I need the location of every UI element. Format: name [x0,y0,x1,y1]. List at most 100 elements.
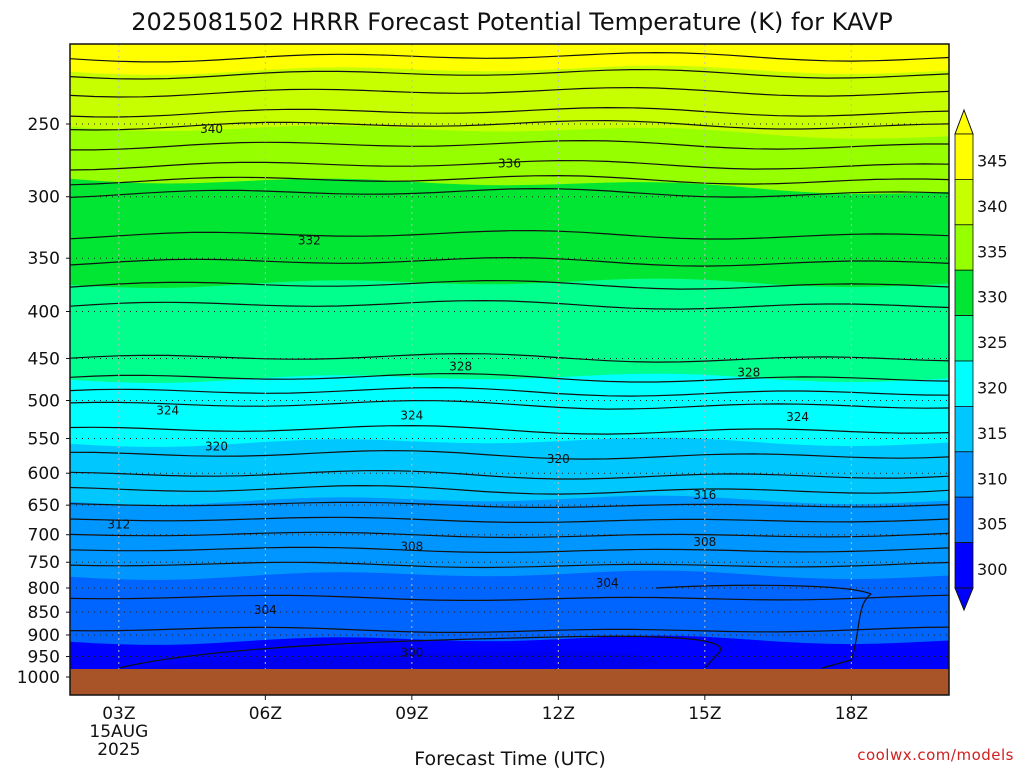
contour-label-336: 336 [498,156,521,170]
plot-area: 340 336 332 328 328 324 324 324 320 320 316 312 308 3… [69,43,950,696]
contour-label-304: 304 [596,576,619,590]
isentrope-line [70,352,949,363]
isentrope-line [70,256,949,267]
isentrope-line [70,119,949,131]
contour-label: 324 [786,410,809,424]
isentrope-line [70,501,949,508]
isentrope-line [70,531,949,539]
y-tick-label: 800 [28,579,60,599]
contour-label-308: 308 [693,535,716,549]
cold-pocket [138,651,658,669]
colorbar-swatch [954,224,974,271]
isentrope-line [70,484,949,495]
contour-label: 316 [693,488,716,502]
colorbar-top-arrow [954,108,974,135]
chart-title: 2025081502 HRRR Forecast Potential Tempe… [131,8,892,36]
contour-label: 308 [693,535,716,549]
y-tick-label: 500 [28,392,60,412]
contour-label: 312 [107,517,130,531]
isentrope-line [70,229,949,240]
contour-label-312: 312 [107,517,130,531]
colorbar-swatch [954,178,974,226]
x-axis-label: Forecast Time (UTC) [414,748,605,768]
contour-label: 324 [400,408,423,422]
colorbar-swatch [954,360,974,407]
y-tick-label: 1000 [17,668,60,688]
colorbar-swatch [954,451,974,498]
colorbar-label: 305 [977,515,1008,534]
colorbar-label: 345 [977,152,1008,171]
colorbar-label: 320 [977,379,1008,398]
y-tick-label: 300 [28,188,60,208]
isentrope-line [70,187,949,198]
contour-label-308: 308 [400,540,423,554]
colorbar-bottom-arrow [954,587,974,612]
isentrope-line [70,279,949,290]
contour-label-320: 320 [547,452,570,466]
colorbar-label: 310 [977,469,1008,488]
colorbar-label: 325 [977,333,1008,352]
contour-label-340: 340 [200,122,223,136]
contour-label-324: 324 [786,410,809,424]
contour-label: 300 [400,645,423,659]
y-tick-label: 750 [28,553,60,573]
contour-label-332: 332 [298,234,321,248]
isentrope-line [655,584,873,669]
colorbar-label: 340 [977,197,1008,216]
x-tick-label: 06Z [249,704,282,724]
plot-border [69,43,950,696]
colorbar-swatch [954,269,974,317]
y-tick-label: 650 [28,496,60,516]
y-tick-label: 400 [28,302,60,322]
x-tick-label: 09Z [395,704,428,724]
isentrope-line [70,159,949,171]
colorbar: 345 340 335 330 325 320 315 310 305 300 [954,108,1008,612]
colorbar-swatch [954,496,974,544]
contour-label: 328 [737,365,760,379]
contour-label: 336 [498,156,521,170]
isentrope-line [70,561,949,569]
isentrope-line [70,86,949,98]
y-tick-label: 850 [28,603,60,623]
isentrope-line [70,139,949,151]
isentrope-line [70,106,949,118]
x-tick-label: 15AUG [89,722,148,742]
colorbar-swatch [954,542,974,589]
contour-label: 304 [254,603,277,617]
isentrope-line [70,594,949,601]
x-tick-label: 18Z [835,704,868,724]
contour-label: 304 [596,576,619,590]
contour-label-300: 300 [400,645,423,659]
contour-label: 320 [547,452,570,466]
y-tick-label: 350 [28,249,60,269]
y-tick-label: 250 [28,115,60,135]
isentrope-line [70,299,949,310]
contour-label-324: 324 [400,408,423,422]
x-tick-label: 15Z [688,704,721,724]
y-tick-label: 450 [28,349,60,369]
contour-label-324: 324 [156,404,179,418]
x-tick-label: 03Z [102,704,135,724]
isentrope-line [70,449,949,460]
contour-label: 332 [298,234,321,248]
isentrope-line [70,51,949,63]
ground-terrain [70,669,949,695]
y-tick-label: 600 [28,464,60,484]
contour-label: 320 [205,439,228,453]
isentrope-line [70,174,949,186]
axis-ticks: 250 300 350 400 450 500 550 600 650 700 750 800 850 9… [17,115,868,760]
y-tick-label: 950 [28,648,60,668]
isentrope-line [70,68,949,80]
contour-label: 328 [449,359,472,373]
y-tick-label: 900 [28,626,60,646]
colorbar-swatch [954,315,974,362]
credit-text: coolwx.com/models [857,746,1014,764]
colorbar-swatch [954,133,974,180]
colorbar-label: 330 [977,288,1008,307]
isentrope-line [70,424,949,435]
contour-label: 324 [156,404,179,418]
contour-label-316: 316 [693,488,716,502]
contour-label: 308 [400,540,423,554]
isentrope-line [70,469,949,480]
